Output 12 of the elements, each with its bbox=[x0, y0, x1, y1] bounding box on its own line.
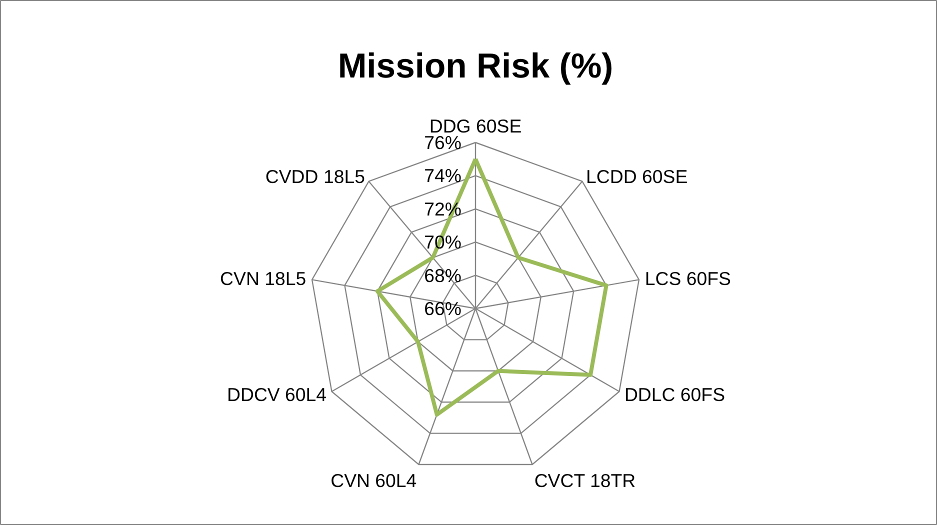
spoke-label: CVN 18L5 bbox=[220, 268, 306, 290]
spoke-label: LCS 60FS bbox=[644, 268, 731, 290]
y-tick-label: 68% bbox=[424, 264, 462, 286]
chart-title: Mission Risk (%) bbox=[338, 48, 614, 86]
spoke-label: CVCT 18TR bbox=[534, 470, 636, 492]
spoke-label: DDCV 60L4 bbox=[226, 384, 327, 405]
y-tick-label: 74% bbox=[424, 165, 462, 186]
spoke-label: CVN 60L4 bbox=[330, 470, 417, 492]
spoke-label: LCDD 60SE bbox=[586, 166, 688, 188]
y-tick-label: 66% bbox=[424, 298, 462, 319]
spoke-label: CVDD 18L5 bbox=[265, 166, 365, 188]
spoke-label: DDLC 60FS bbox=[624, 384, 726, 405]
